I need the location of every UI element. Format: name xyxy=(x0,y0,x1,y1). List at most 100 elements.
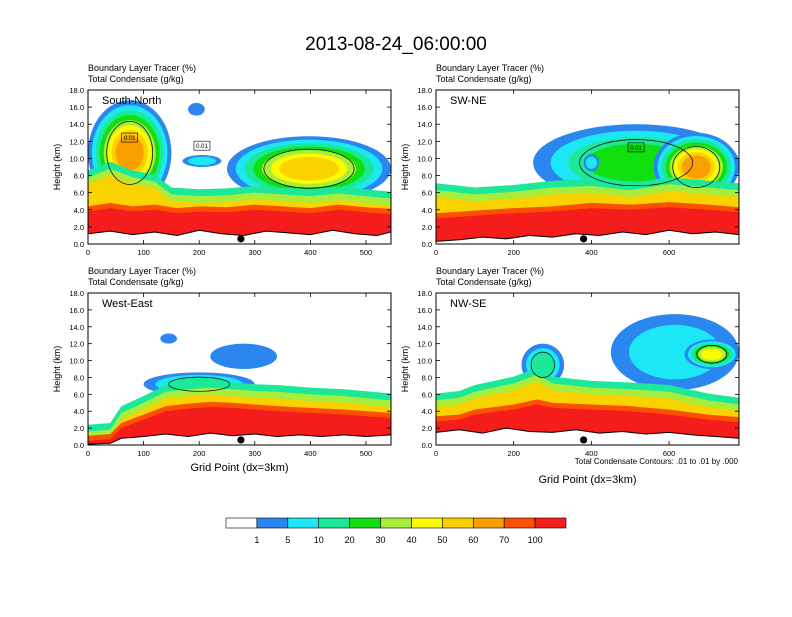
cloud-band xyxy=(188,102,205,116)
contour-label-box xyxy=(627,142,645,153)
panel-sw-ne: Boundary Layer Tracer (%)Total Condensat… xyxy=(400,63,740,257)
colorbar-swatch xyxy=(534,517,567,529)
ytick-label: 0.0 xyxy=(74,441,84,450)
xtick-label: 200 xyxy=(507,449,520,458)
panel-subtitle-condensate: Total Condensate (g/kg) xyxy=(88,74,184,84)
ytick-label: 14.0 xyxy=(69,120,84,129)
ytick-label: 12.0 xyxy=(417,137,432,146)
panel-label: SW-NE xyxy=(450,95,486,107)
condensate-contour xyxy=(579,139,694,187)
cloud-band xyxy=(160,333,177,344)
plot-frame xyxy=(435,89,740,245)
xtick-label: 300 xyxy=(249,449,262,458)
ylabel: Height (km) xyxy=(52,144,62,191)
colorbar-label: 1 xyxy=(254,535,259,545)
ytick-label: 10.0 xyxy=(69,154,84,163)
terrain-line xyxy=(436,229,739,242)
cloud-plume xyxy=(182,155,222,167)
colorbar-swatch xyxy=(472,517,505,529)
terrain-line xyxy=(88,432,391,445)
xtick-label: 100 xyxy=(137,248,150,257)
cloud-plume xyxy=(684,339,739,369)
ytick-label: 18.0 xyxy=(69,86,84,95)
ytick-label: 0.0 xyxy=(74,240,84,249)
xtick-label: 0 xyxy=(86,248,90,257)
plot-frame xyxy=(435,292,740,446)
xtick-label: 200 xyxy=(507,248,520,257)
ytick-label: 4.0 xyxy=(422,206,432,215)
cloud-plume xyxy=(160,333,177,344)
ytick-label: 8.0 xyxy=(422,172,432,181)
panel-subtitle-tracer: Boundary Layer Tracer (%) xyxy=(88,63,196,73)
terrain-fill xyxy=(436,428,739,445)
ytick-label: 14.0 xyxy=(69,323,84,332)
location-marker xyxy=(237,235,245,243)
panel-subtitle-condensate: Total Condensate (g/kg) xyxy=(436,277,532,287)
contour-label: 0.01 xyxy=(196,144,208,150)
panels: Boundary Layer Tracer (%)Total Condensat… xyxy=(52,63,740,486)
contour-label-box xyxy=(193,140,211,151)
condensate-contour xyxy=(530,351,555,378)
ytick-label: 2.0 xyxy=(74,223,84,232)
xtick-label: 500 xyxy=(360,449,373,458)
ytick-label: 6.0 xyxy=(74,390,84,399)
panel-label: South-North xyxy=(102,95,161,107)
xtick-label: 0 xyxy=(434,248,438,257)
cloud-band xyxy=(188,156,216,166)
plot-area xyxy=(436,90,739,244)
terrain-fill xyxy=(436,230,739,244)
ytick-label: 18.0 xyxy=(417,289,432,298)
xtick-label: 400 xyxy=(304,248,317,257)
ytick-label: 14.0 xyxy=(417,323,432,332)
ytick-label: 2.0 xyxy=(422,223,432,232)
ytick-label: 8.0 xyxy=(422,373,432,382)
cloud-band xyxy=(701,348,723,361)
ytick-label: 12.0 xyxy=(69,340,84,349)
xtick-label: 200 xyxy=(193,449,206,458)
colorbar-swatch xyxy=(318,517,350,529)
panel-label: NW-SE xyxy=(450,298,486,310)
condensate-contour xyxy=(696,345,728,364)
contour-label: 0.01 xyxy=(630,146,642,152)
ylabel: Height (km) xyxy=(400,346,410,393)
terrain-line xyxy=(436,427,739,439)
cloud-band xyxy=(115,135,144,171)
ylabel: Height (km) xyxy=(400,144,410,191)
ytick-label: 12.0 xyxy=(69,137,84,146)
cloud-band xyxy=(279,156,339,181)
plot-area xyxy=(436,293,739,445)
ytick-label: 6.0 xyxy=(74,189,84,198)
ytick-label: 16.0 xyxy=(417,103,432,112)
condensate-contour xyxy=(106,120,153,185)
xtick-label: 600 xyxy=(663,248,676,257)
colorbar-label: 10 xyxy=(314,535,324,545)
panel-subtitle-tracer: Boundary Layer Tracer (%) xyxy=(88,266,196,276)
plot-area xyxy=(88,293,391,445)
ytick-label: 8.0 xyxy=(74,172,84,181)
xtick-label: 400 xyxy=(585,248,598,257)
colorbar: 1 5 10 20 30 40 50 60 70 100 xyxy=(225,517,567,545)
xtick-label: 500 xyxy=(360,248,373,257)
panel-label: West-East xyxy=(102,298,153,310)
condensate-contour xyxy=(168,376,231,392)
panel-subtitle-tracer: Boundary Layer Tracer (%) xyxy=(436,266,544,276)
condensate-contour xyxy=(263,148,355,189)
colorbar-label: 70 xyxy=(499,535,509,545)
condensate-contour xyxy=(672,146,721,188)
xtick-label: 200 xyxy=(193,248,206,257)
colorbar-swatch xyxy=(503,517,536,529)
colorbar-swatch xyxy=(349,517,381,529)
terrain-line xyxy=(88,229,391,236)
ytick-label: 14.0 xyxy=(417,120,432,129)
location-marker xyxy=(580,235,588,243)
ytick-label: 6.0 xyxy=(422,390,432,399)
ytick-label: 18.0 xyxy=(69,289,84,298)
xtick-label: 0 xyxy=(434,449,438,458)
colorbar-label: 5 xyxy=(285,535,290,545)
colorbar-label: 100 xyxy=(528,535,543,545)
location-marker xyxy=(580,436,588,444)
xtick-label: 600 xyxy=(663,449,676,458)
ytick-label: 10.0 xyxy=(69,357,84,366)
cloud-plume xyxy=(188,102,205,116)
